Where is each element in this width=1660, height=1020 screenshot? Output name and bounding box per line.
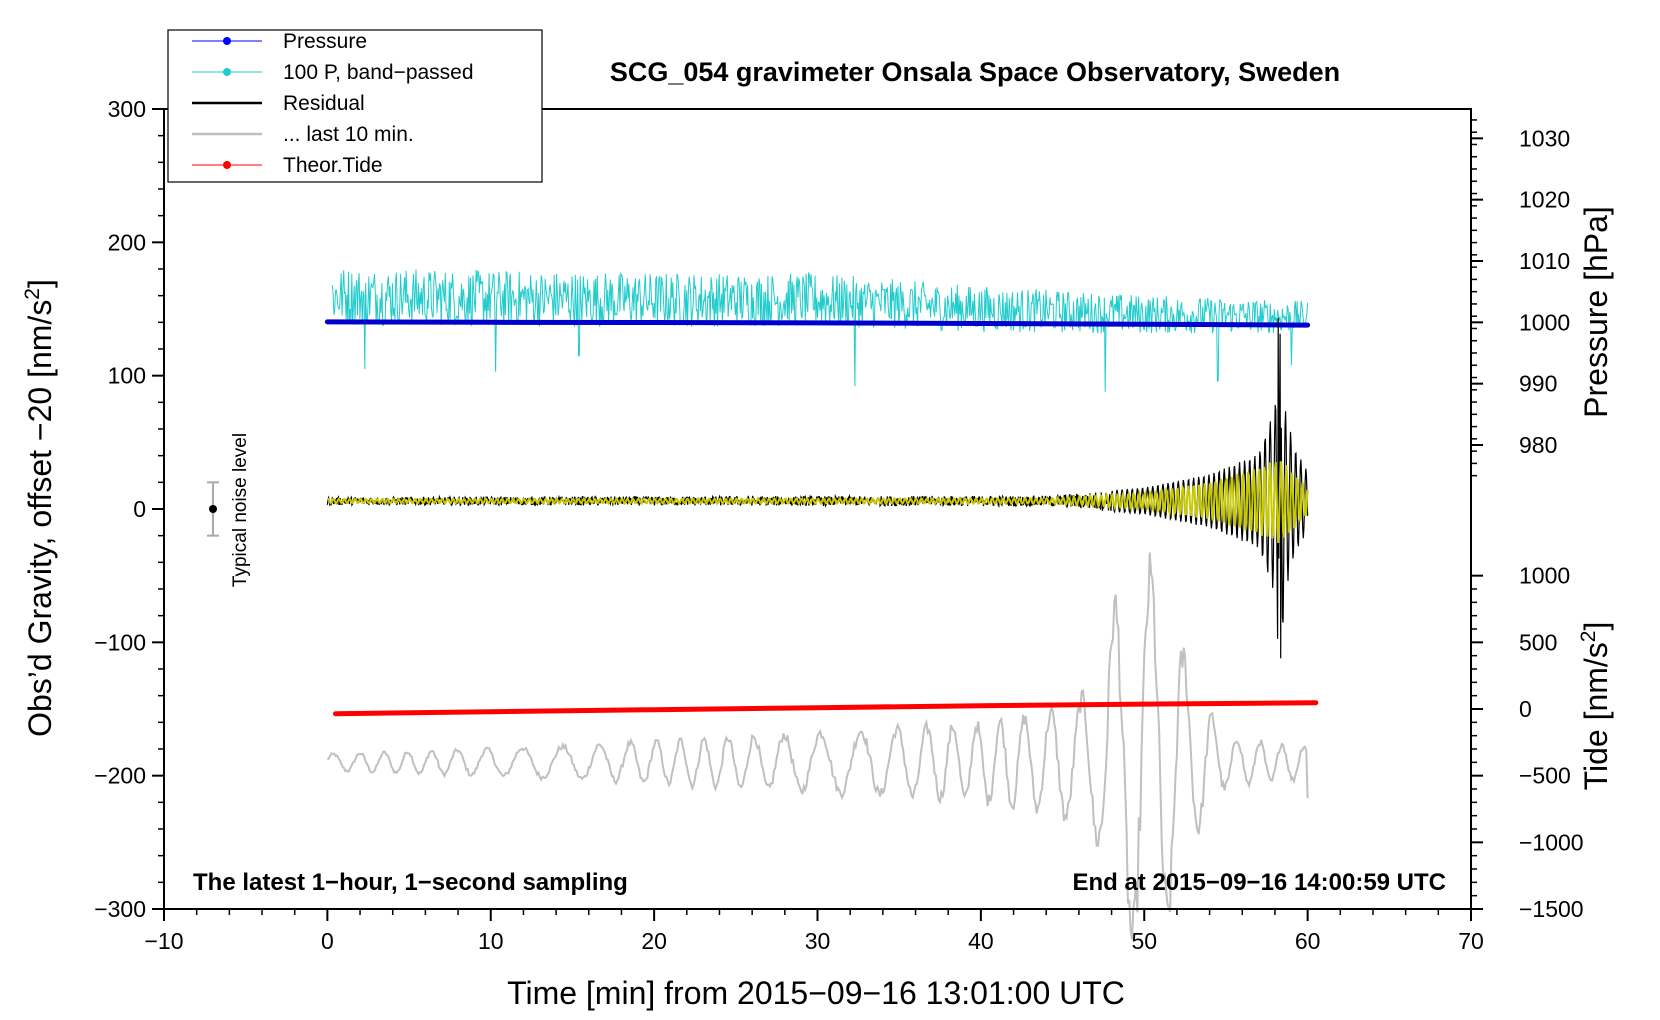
tide-tick-label: 500	[1519, 629, 1557, 655]
residual-smoothed-series	[327, 461, 1309, 543]
y-axis-title-pressure: Pressure [hPa]	[1578, 206, 1614, 418]
y-axis-title-left: Obs’d Gravity, offset −20 [nm/s2]	[21, 279, 58, 737]
noise-bar-center	[209, 505, 218, 513]
y-tick-label: 0	[133, 496, 146, 522]
band-passed-pressure-series	[331, 269, 1309, 392]
legend-label: Theor.Tide	[283, 154, 383, 177]
pressure-tick-label: 1010	[1519, 248, 1570, 274]
legend-swatch-marker	[223, 161, 231, 169]
tide-tick-label: 0	[1519, 696, 1532, 722]
y-tick-label: 100	[108, 363, 146, 389]
pressure-tick-label: 1020	[1519, 187, 1570, 213]
axes-layer: −10 0 10 20 30 40 50 60 70−300−200−1000100200300…	[94, 96, 1583, 954]
y-axis-title-left-end: ]	[22, 279, 58, 288]
sampling-note: The latest 1−hour, 1−second sampling	[193, 869, 628, 896]
tide-tick-label: −500	[1519, 763, 1571, 789]
legend-swatch-marker	[223, 68, 231, 76]
y-axis-title-tide-main: Tide [nm/s	[1578, 642, 1614, 790]
y-axis-title-tide-sup: 2	[1577, 631, 1600, 643]
noise-level-label: Typical noise level	[230, 433, 251, 587]
legend-entry: Residual	[192, 92, 365, 115]
x-axis-title: Time [min] from 2015−09−16 13:01:00 UTC	[507, 975, 1125, 1011]
pressure-tick-label: 990	[1519, 371, 1557, 397]
legend-items: Pressure 100 P, band−passed Residual ... la…	[192, 30, 474, 177]
end-time-note: End at 2015−09−16 14:00:59 UTC	[1072, 869, 1446, 896]
tide-tick-label: −1000	[1519, 829, 1584, 855]
legend-label: ... last 10 min.	[283, 123, 414, 146]
pressure-tick-label: 1000	[1519, 309, 1570, 335]
y-tick-label: −100	[94, 629, 146, 655]
plot-frame	[163, 108, 1472, 910]
y-tick-label: 200	[108, 229, 146, 255]
x-tick-label: 40	[968, 928, 994, 954]
legend-entry: Theor.Tide	[192, 154, 383, 177]
pressure-tick-label: 980	[1519, 432, 1557, 458]
y-tick-label: −300	[94, 896, 146, 922]
chart-title: SCG_054 gravimeter Onsala Space Observat…	[610, 57, 1340, 87]
noise-bar	[207, 481, 220, 537]
y-axis-title-tide: Tide [nm/s2]	[1577, 622, 1614, 791]
legend-label: Residual	[283, 92, 365, 115]
y-axis-title-tide-end: ]	[1578, 622, 1614, 631]
x-tick-label: 20	[641, 928, 667, 954]
last-10-min-series	[326, 552, 1309, 940]
legend-box	[167, 29, 543, 183]
x-tick-label: 50	[1131, 928, 1157, 954]
x-tick-label: 30	[805, 928, 831, 954]
legend: Pressure 100 P, band−passed Residual ... la…	[167, 29, 543, 183]
series-layer	[324, 269, 1319, 940]
legend-label: 100 P, band−passed	[283, 61, 474, 84]
legend-entry: 100 P, band−passed	[192, 61, 474, 84]
x-tick-label: 70	[1458, 928, 1484, 954]
y-axis-title-left-main: Obs’d Gravity, offset −20 [nm/s	[22, 300, 58, 737]
tide-tick-label: 1000	[1519, 563, 1570, 589]
residual-series	[326, 318, 1309, 659]
x-tick-label: 0	[321, 928, 334, 954]
x-tick-label: 60	[1295, 928, 1321, 954]
pressure-tick-label: 1030	[1519, 125, 1570, 151]
legend-swatch-marker	[223, 37, 231, 45]
x-tick-label: −10	[144, 928, 183, 954]
pressure-series	[324, 319, 1311, 328]
tide-tick-label: −1500	[1519, 896, 1584, 922]
y-axis-title-left-sup: 2	[21, 288, 44, 300]
legend-entry: Pressure	[192, 30, 367, 53]
y-tick-label: 300	[108, 96, 146, 122]
x-tick-label: 10	[478, 928, 504, 954]
legend-entry: ... last 10 min.	[192, 123, 414, 146]
legend-label: Pressure	[283, 30, 367, 53]
y-tick-label: −200	[94, 763, 146, 789]
theor-tide-series	[333, 700, 1319, 717]
